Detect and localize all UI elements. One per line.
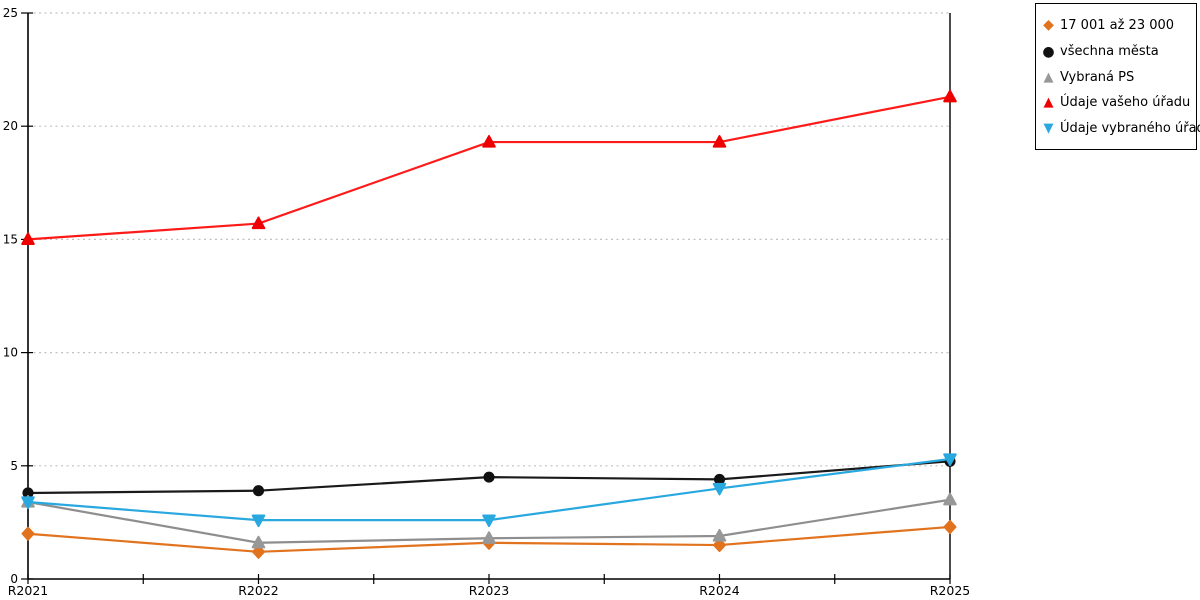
svg-text:R2022: R2022 xyxy=(238,583,279,598)
triangle-up-icon: ▲ xyxy=(1043,69,1054,85)
legend-item: ● všechna města xyxy=(1041,45,1194,59)
diamond-icon: ◆ xyxy=(1043,17,1054,34)
legend-label: Údaje vybraného úřadu xyxy=(1060,120,1200,136)
legend: ◆ 17 001 až 23 000 ● všechna města ▲ Vyb… xyxy=(1035,3,1200,150)
svg-text:0: 0 xyxy=(10,572,18,586)
svg-text:15: 15 xyxy=(3,232,18,246)
svg-text:R2024: R2024 xyxy=(699,583,740,598)
svg-text:10: 10 xyxy=(3,346,18,360)
legend-label: Údaje vašeho úřadu xyxy=(1060,95,1191,111)
svg-text:20: 20 xyxy=(3,119,18,133)
legend-label: 17 001 až 23 000 xyxy=(1060,17,1175,33)
legend-label: Vybraná PS xyxy=(1060,69,1135,85)
triangle-up-icon: ▲ xyxy=(1043,95,1054,111)
legend-item: ◆ 17 001 až 23 000 xyxy=(1041,18,1194,32)
legend-label: všechna města xyxy=(1060,44,1159,60)
svg-text:R2023: R2023 xyxy=(469,583,510,598)
svg-text:5: 5 xyxy=(10,459,18,473)
chart-svg: 0 5 10 15 20 25 R2021 R2022 R2023 R2024 R2025 xyxy=(3,6,971,598)
legend-item: ▲ Vybraná PS xyxy=(1041,71,1194,84)
circle-icon: ● xyxy=(1042,43,1055,60)
svg-text:R2021: R2021 xyxy=(8,583,49,598)
triangle-down-icon: ▼ xyxy=(1043,120,1054,136)
legend-item: ▼ Údaje vybraného úřadu xyxy=(1041,120,1200,136)
svg-text:R2025: R2025 xyxy=(930,583,971,598)
legend-item: ▲ Údaje vašeho úřadu xyxy=(1041,96,1194,109)
svg-text:25: 25 xyxy=(3,6,18,20)
